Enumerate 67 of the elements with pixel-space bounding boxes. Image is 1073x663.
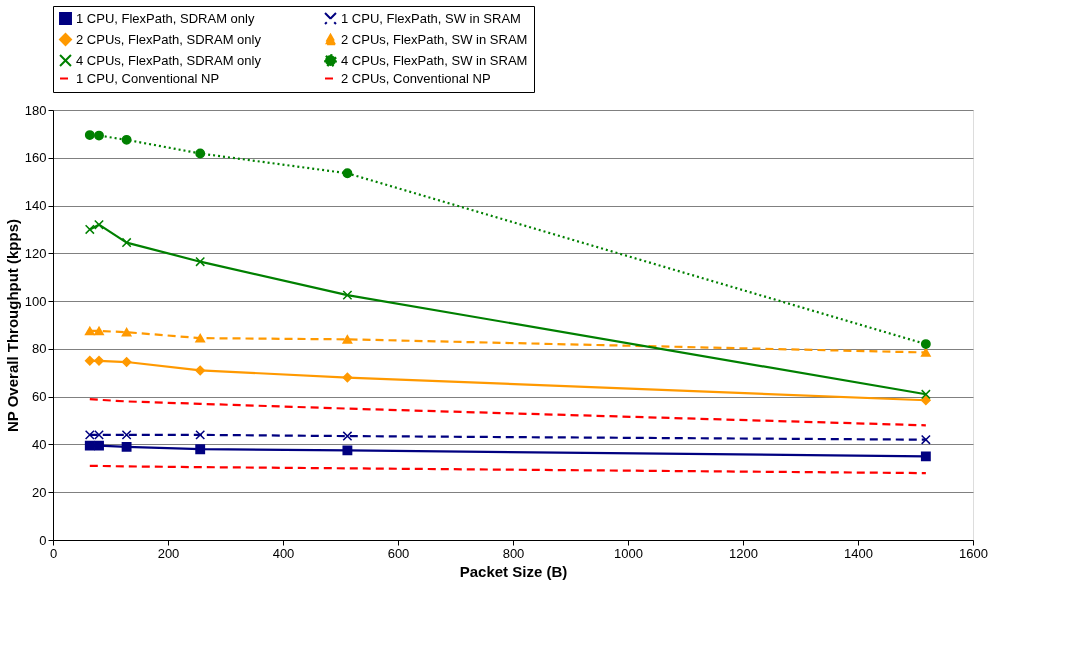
point [84,429,95,440]
x-axis-title: Packet Size (B) [459,562,568,580]
point [195,444,206,455]
point [84,440,95,451]
point [342,445,353,456]
legend-label: 1 CPU, Conventional NP [76,70,220,86]
x-tick-label: 600 [387,545,410,561]
point [195,429,206,440]
point [121,441,132,452]
y-tick-label: 120 [24,245,47,261]
point [195,365,206,376]
x-tick-label: 200 [157,545,180,561]
point [195,333,206,343]
legend-label: 2 CPUs, FlexPath, SDRAM only [76,31,262,47]
legend-label: 2 CPUs, FlexPath, SW in SRAM [341,31,528,47]
y-tick-label: 60 [32,389,47,405]
legend-label: 4 CPUs, FlexPath, SW in SRAM [341,52,528,68]
point [342,290,353,301]
point [342,431,353,442]
y-tick-label: 40 [32,436,47,452]
point [94,429,104,440]
point [121,237,132,248]
point [94,130,104,141]
y-tick-label: 80 [32,341,47,357]
line-series [88,397,927,427]
x-tick-label: 1200 [729,545,758,561]
y-tick-label: 180 [24,102,47,118]
point [342,372,353,383]
legend-label: 4 CPUs, FlexPath, SDRAM only [76,52,262,68]
y-tick-label: 100 [24,293,47,309]
y-tick-label: 0 [39,532,47,548]
legend-label: 2 CPUs, Conventional NP [341,70,491,86]
point [195,256,206,267]
point [121,357,132,367]
point [84,355,95,366]
point [195,148,206,159]
line-series [88,464,927,475]
point [84,326,95,336]
y-tick-label: 140 [24,198,47,214]
point [920,395,931,406]
point [920,389,931,400]
y-tick-label: 20 [32,484,47,500]
point [94,219,104,230]
x-tick-label: 400 [272,545,295,561]
point [121,429,132,440]
y-tick-label: 160 [24,150,47,166]
x-tick-label: 1000 [614,545,643,561]
point [920,348,931,357]
point [920,451,931,462]
point [342,168,353,179]
x-tick-label: 1600 [959,545,988,561]
point [94,355,104,366]
point [121,327,132,337]
x-tick-label: 0 [49,545,58,561]
x-tick-label: 1400 [844,545,873,561]
point [121,134,132,145]
point [84,130,95,141]
legend-label: 1 CPU, FlexPath, SDRAM only [76,10,255,26]
point [94,326,104,336]
point [84,224,95,235]
point [920,434,931,445]
y-axis-title: NP Overall Throughput (kpps) [3,218,21,433]
point [94,440,104,451]
legend-label: 1 CPU, FlexPath, SW in SRAM [341,10,521,26]
point [920,339,931,350]
x-tick-label: 800 [502,545,525,561]
point [342,334,353,344]
